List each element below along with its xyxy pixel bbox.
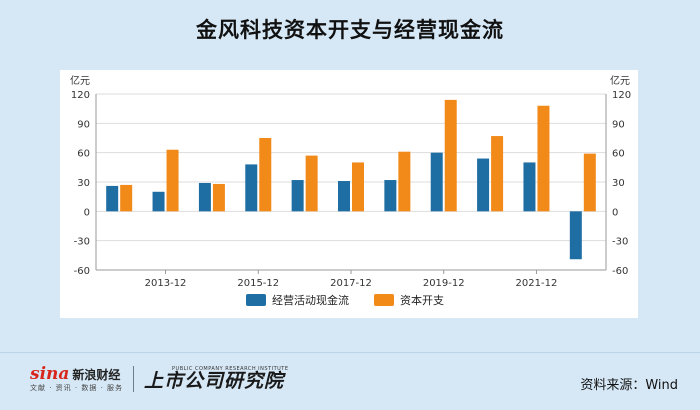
bar-operating-cash-flow xyxy=(569,211,582,260)
research-institute-cn: 上市公司研究院 xyxy=(144,370,285,392)
y-tick-label-right: -30 xyxy=(612,237,628,248)
bar-capex xyxy=(398,151,411,212)
x-tick-label: 2013-12 xyxy=(145,278,187,289)
y-axis-label-left: 亿元 xyxy=(70,74,90,87)
bar-capex xyxy=(352,162,364,212)
bar-operating-cash-flow xyxy=(152,191,165,212)
y-tick-label-right: 90 xyxy=(612,119,625,130)
x-tick-label: 2017-12 xyxy=(330,278,372,289)
bar-operating-cash-flow xyxy=(477,158,490,212)
research-institute-logo: PUBLIC COMPANY RESEARCH INSTITUTE 上市公司研究… xyxy=(144,367,288,391)
bar-operating-cash-flow xyxy=(338,181,350,212)
logo-divider xyxy=(133,366,135,392)
legend-swatch xyxy=(246,294,266,306)
sina-finance-name: 新浪财经 xyxy=(72,368,121,382)
y-tick-label-right: 30 xyxy=(612,178,625,189)
data-source: 资料来源：Wind xyxy=(580,378,678,393)
bar-capex xyxy=(259,138,272,212)
bar-capex xyxy=(166,149,179,212)
y-axis-label-right: 亿元 xyxy=(610,74,630,87)
legend-swatch xyxy=(374,294,394,306)
chart-title: 金风科技资本开支与经营现金流 xyxy=(196,18,504,42)
bar-chart: -60 -60 -30 -30 0 0 30 30 60 60 90 90 120 120 亿元 亿元 2013… xyxy=(70,74,631,307)
sina-wordmark: sina xyxy=(30,364,70,384)
legend-label: 经营活动现金流 xyxy=(272,293,349,307)
bar-capex xyxy=(120,184,133,212)
bar-operating-cash-flow xyxy=(291,180,304,212)
sina-finance-logo: sina 新浪财经 文献 · 资讯 · 数据 · 服务 xyxy=(30,366,123,392)
bar-operating-cash-flow xyxy=(430,152,443,212)
y-tick-label-right: 60 xyxy=(612,149,625,160)
y-tick-label-right: 0 xyxy=(612,207,618,218)
y-tick-label-left: 120 xyxy=(71,90,90,101)
y-tick-label-left: 30 xyxy=(77,178,90,189)
y-tick-label-right: 120 xyxy=(612,90,631,101)
bar-capex xyxy=(491,136,504,212)
y-tick-label-left: -60 xyxy=(74,266,90,277)
bar-operating-cash-flow xyxy=(523,162,536,212)
y-tick-label-left: 60 xyxy=(77,149,90,160)
bar-capex xyxy=(537,105,550,212)
x-tick-label: 2021-12 xyxy=(516,278,558,289)
publisher-logos: sina 新浪财经 文献 · 资讯 · 数据 · 服务 PUBLIC COMPA… xyxy=(30,362,289,396)
footer-divider xyxy=(0,352,700,353)
bar-operating-cash-flow xyxy=(198,182,211,212)
x-tick-label: 2015-12 xyxy=(237,278,279,289)
bar-operating-cash-flow xyxy=(384,180,397,212)
legend-label: 资本开支 xyxy=(400,293,444,307)
y-tick-label-right: -60 xyxy=(612,266,628,277)
chart-panel: -60 -60 -30 -30 0 0 30 30 60 60 90 90 120 120 亿元 亿元 2013… xyxy=(60,70,638,318)
bar-capex xyxy=(583,153,596,212)
research-institute-en: PUBLIC COMPANY RESEARCH INSTITUTE xyxy=(172,366,289,372)
y-tick-label-left: 0 xyxy=(84,207,90,218)
bar-capex xyxy=(305,155,318,212)
bar-operating-cash-flow xyxy=(106,185,119,212)
bar-capex xyxy=(444,99,457,212)
y-tick-label-left: 90 xyxy=(77,119,90,130)
bar-operating-cash-flow xyxy=(245,164,258,212)
y-tick-label-left: -30 xyxy=(74,237,90,248)
x-tick-label: 2019-12 xyxy=(423,278,465,289)
sina-tagline: 文献 · 资讯 · 数据 · 服务 xyxy=(30,384,124,392)
bar-capex xyxy=(212,183,225,212)
